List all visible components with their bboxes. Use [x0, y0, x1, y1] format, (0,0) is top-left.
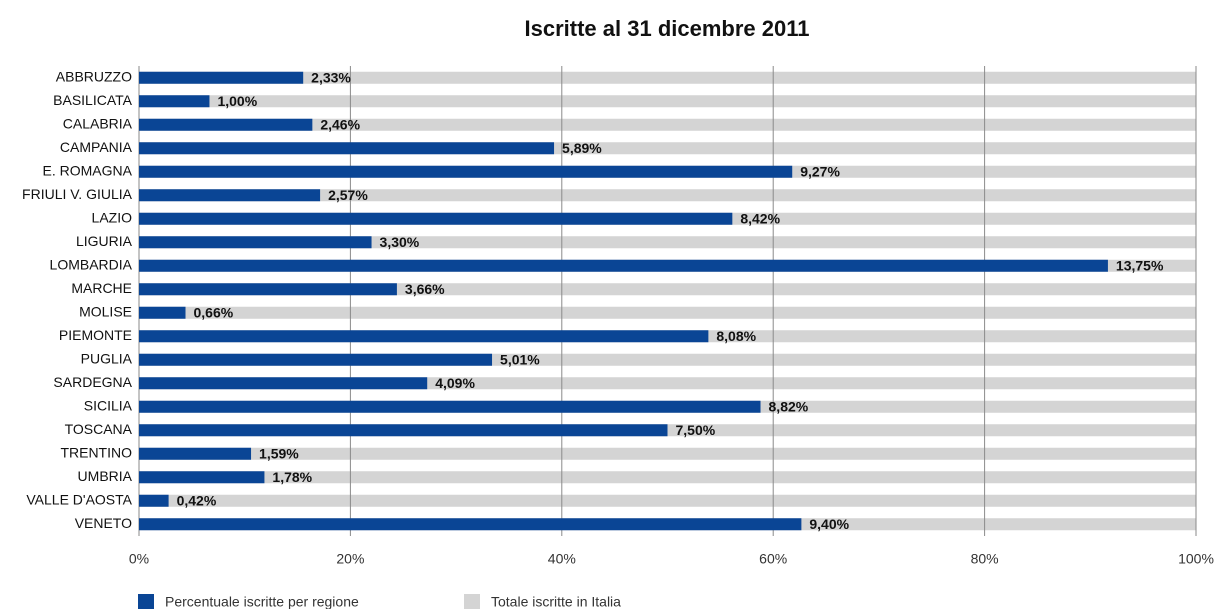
y-tick-label: TRENTINO	[60, 444, 132, 460]
bar	[139, 471, 265, 484]
value-label: 5,01%	[500, 351, 540, 367]
value-label: 0,42%	[177, 492, 217, 508]
value-label: 1,00%	[217, 93, 257, 109]
total-bar	[139, 236, 1196, 249]
legend-swatch	[464, 594, 480, 609]
bar	[139, 118, 313, 131]
y-tick-label: MOLISE	[79, 303, 132, 319]
value-label: 7,50%	[676, 422, 716, 438]
y-tick-label: UMBRIA	[78, 468, 133, 484]
bar	[139, 518, 802, 531]
total-bar	[139, 71, 1196, 84]
y-tick-label: VALLE D'AOSTA	[26, 491, 132, 507]
y-tick-label: CALABRIA	[63, 115, 133, 131]
value-label: 3,30%	[380, 234, 420, 250]
bar	[139, 283, 397, 296]
y-tick-label: LAZIO	[92, 209, 133, 225]
value-label: 2,46%	[320, 116, 360, 132]
legend-label: Totale iscritte in Italia	[491, 594, 621, 609]
total-bar	[139, 118, 1196, 131]
y-tick-label: PIEMONTE	[59, 327, 132, 343]
y-tick-label: LIGURIA	[76, 233, 133, 249]
total-bar	[139, 447, 1196, 460]
value-label: 2,33%	[311, 69, 351, 85]
y-tick-label: CAMPANIA	[60, 139, 133, 155]
value-label: 9,27%	[800, 163, 840, 179]
value-label: 4,09%	[435, 375, 475, 391]
value-label: 1,78%	[272, 469, 312, 485]
bar	[139, 330, 709, 343]
value-label: 8,08%	[716, 328, 756, 344]
x-tick-label: 40%	[548, 551, 576, 567]
y-tick-label: SARDEGNA	[53, 374, 132, 390]
y-tick-label: E. ROMAGNA	[43, 162, 133, 178]
total-bar	[139, 189, 1196, 202]
bar	[139, 165, 793, 178]
y-tick-label: TOSCANA	[65, 421, 133, 437]
bar	[139, 306, 186, 319]
x-tick-label: 60%	[759, 551, 787, 567]
total-bar	[139, 494, 1196, 507]
y-tick-label: PUGLIA	[81, 350, 133, 366]
y-tick-label: ABBRUZZO	[56, 68, 132, 84]
value-label: 9,40%	[809, 516, 849, 532]
legend-label: Percentuale iscritte per regione	[165, 594, 359, 609]
y-tick-label: LOMBARDIA	[50, 256, 133, 272]
bar	[139, 447, 252, 460]
y-tick-label: BASILICATA	[53, 92, 133, 108]
bar	[139, 259, 1108, 272]
bar	[139, 424, 668, 437]
value-label: 2,57%	[328, 187, 368, 203]
value-label: 13,75%	[1116, 257, 1164, 273]
y-tick-label: MARCHE	[71, 280, 132, 296]
y-tick-label: SICILIA	[84, 397, 133, 413]
total-bar	[139, 471, 1196, 484]
chart-title: Iscritte al 31 dicembre 2011	[525, 16, 810, 41]
bar	[139, 189, 321, 202]
bar	[139, 212, 733, 225]
total-bar	[139, 283, 1196, 296]
x-tick-label: 80%	[971, 551, 999, 567]
legend-swatch	[138, 594, 154, 609]
x-tick-label: 100%	[1178, 551, 1214, 567]
value-label: 8,42%	[740, 210, 780, 226]
x-tick-label: 20%	[336, 551, 364, 567]
y-tick-label: VENETO	[75, 515, 132, 531]
bar	[139, 71, 304, 84]
value-label: 0,66%	[194, 304, 234, 320]
value-label: 5,89%	[562, 140, 602, 156]
bar	[139, 95, 210, 108]
bar	[139, 400, 761, 413]
bar	[139, 236, 372, 249]
bar	[139, 494, 169, 507]
value-label: 1,59%	[259, 445, 299, 461]
bar	[139, 353, 493, 366]
value-label: 3,66%	[405, 281, 445, 297]
bar	[139, 142, 555, 155]
total-bar	[139, 95, 1196, 108]
x-tick-label: 0%	[129, 551, 149, 567]
total-bar	[139, 306, 1196, 319]
value-label: 8,82%	[769, 398, 809, 414]
y-tick-label: FRIULI V. GIULIA	[22, 186, 133, 202]
bar	[139, 377, 428, 390]
